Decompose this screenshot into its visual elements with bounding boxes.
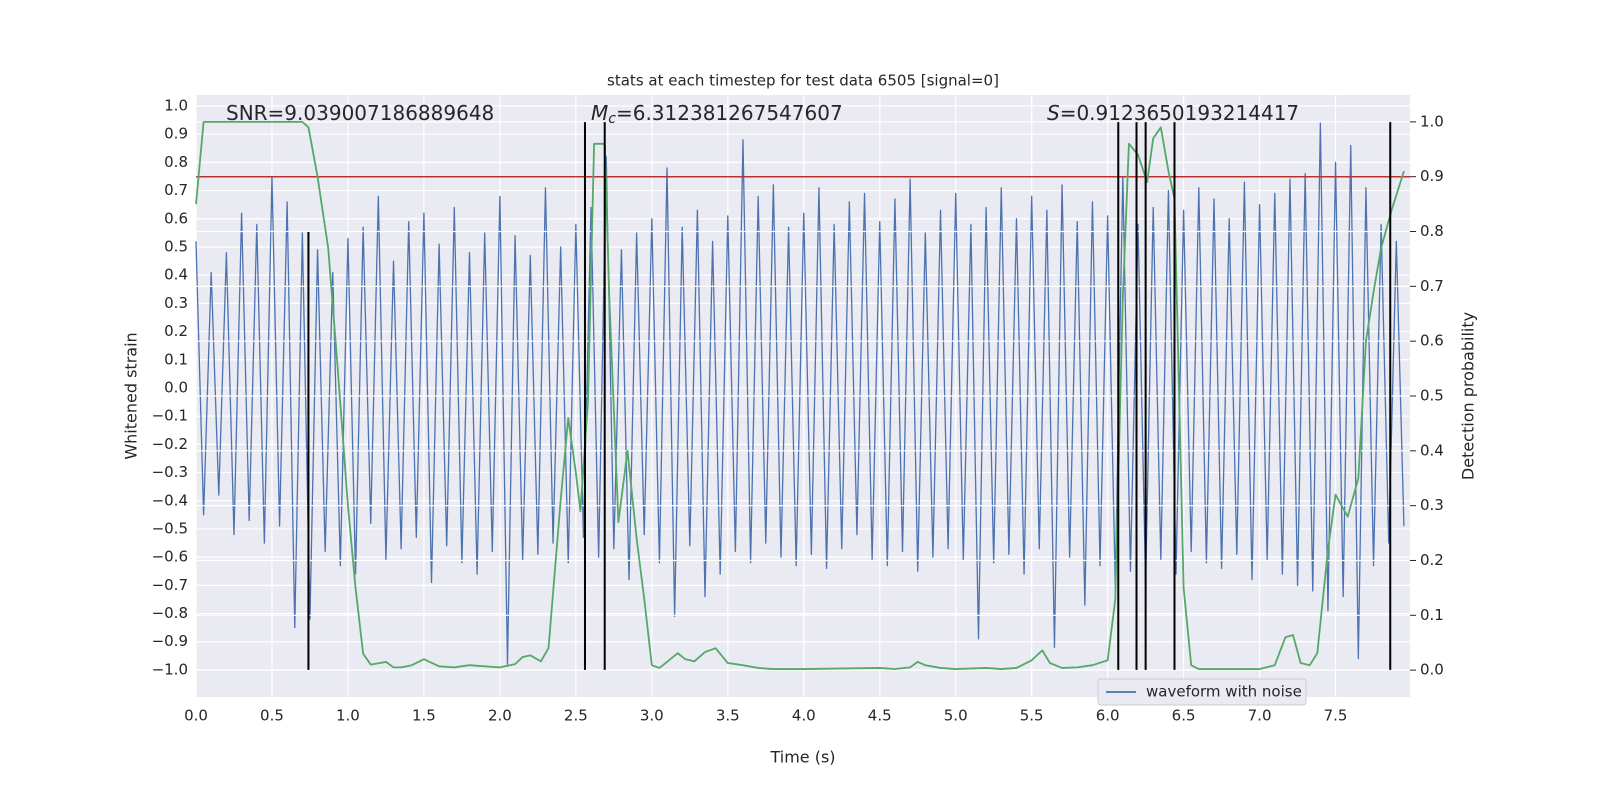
- x-tick-label: 3.0: [640, 707, 664, 725]
- y-tick-label: −0.1: [152, 407, 188, 425]
- y2-tick-label: 0.2: [1420, 551, 1444, 569]
- x-tick-label: 2.5: [564, 707, 588, 725]
- x-tick-label: 4.0: [792, 707, 816, 725]
- y-axis-label: Whitened strain: [122, 332, 141, 459]
- y2-tick-label: 0.1: [1420, 606, 1444, 624]
- y-tick-label: −0.9: [152, 632, 188, 650]
- y2-tick-label: 0.9: [1420, 167, 1444, 185]
- y-tick-label: 0.8: [164, 153, 188, 171]
- annotation-symbol: S: [1047, 101, 1060, 125]
- chart-title: stats at each timestep for test data 650…: [607, 72, 999, 90]
- x-tick-label: 0.0: [184, 707, 208, 725]
- annotation-symbol: M: [591, 101, 608, 125]
- x-tick-label: 7.0: [1248, 707, 1272, 725]
- y-tick-label: −0.8: [152, 604, 188, 622]
- y-tick-label: −0.3: [152, 463, 188, 481]
- x-tick-label: 2.0: [488, 707, 512, 725]
- x-tick-label: 7.5: [1324, 707, 1348, 725]
- series-line: [195, 122, 1405, 665]
- y2-tick-label: 0.8: [1420, 222, 1444, 240]
- y2-tick-label: 0.5: [1420, 387, 1444, 405]
- annotation: S=0.9123650193214417: [1047, 101, 1299, 125]
- y2-axis-label: Detection probability: [1459, 312, 1478, 480]
- x-tick-label: 6.0: [1096, 707, 1120, 725]
- y-tick-label: 0.7: [164, 181, 188, 199]
- y2-tick-label: 0.0: [1420, 661, 1444, 679]
- x-tick-label: 4.5: [868, 707, 892, 725]
- x-tick-label: 5.0: [944, 707, 968, 725]
- y-tick-label: −0.5: [152, 519, 188, 537]
- y-tick-label: 1.0: [164, 96, 188, 114]
- y-tick-label: −0.4: [152, 491, 188, 509]
- x-axis-label: Time (s): [769, 748, 835, 767]
- y-tick-label: −0.7: [152, 576, 188, 594]
- x-tick-label: 0.5: [260, 707, 284, 725]
- x-tick-label: 1.5: [412, 707, 436, 725]
- y-tick-label: 0.3: [164, 294, 188, 312]
- annotation: SNR=9.039007186889648: [226, 101, 494, 125]
- annotation-text: SNR=9.039007186889648: [226, 101, 494, 125]
- y2-tick-label: 1.0: [1420, 112, 1444, 130]
- y2-tick-label: 0.3: [1420, 496, 1444, 514]
- y2-tick-label: 0.7: [1420, 277, 1444, 295]
- y2-tick-label: 0.6: [1420, 332, 1444, 350]
- y-tick-label: 0.9: [164, 125, 188, 143]
- y-tick-label: 0.6: [164, 209, 188, 227]
- series-line: [195, 120, 1405, 670]
- annotation-subscript: c: [608, 111, 616, 127]
- y-tick-label: −1.0: [152, 660, 188, 678]
- y-tick-label: 0.5: [164, 237, 188, 255]
- x-tick-label: 6.5: [1172, 707, 1196, 725]
- y-tick-label: −0.6: [152, 548, 188, 566]
- y-tick-label: 0.0: [164, 378, 188, 396]
- x-tick-label: 1.0: [336, 707, 360, 725]
- y-tick-label: −0.2: [152, 435, 188, 453]
- legend-box: [1097, 678, 1307, 706]
- legend-label: waveform with noise: [1146, 683, 1302, 701]
- y-tick-label: 0.4: [164, 266, 188, 284]
- annotation-text: =6.312381267547607: [616, 101, 843, 125]
- annotation: Mc=6.312381267547607: [591, 101, 843, 128]
- x-tick-label: 3.5: [716, 707, 740, 725]
- y-tick-label: 0.2: [164, 322, 188, 340]
- y-tick-label: 0.1: [164, 350, 188, 368]
- y2-tick-label: 0.4: [1420, 441, 1444, 459]
- annotation-text: =0.9123650193214417: [1060, 101, 1299, 125]
- x-tick-label: 5.5: [1020, 707, 1044, 725]
